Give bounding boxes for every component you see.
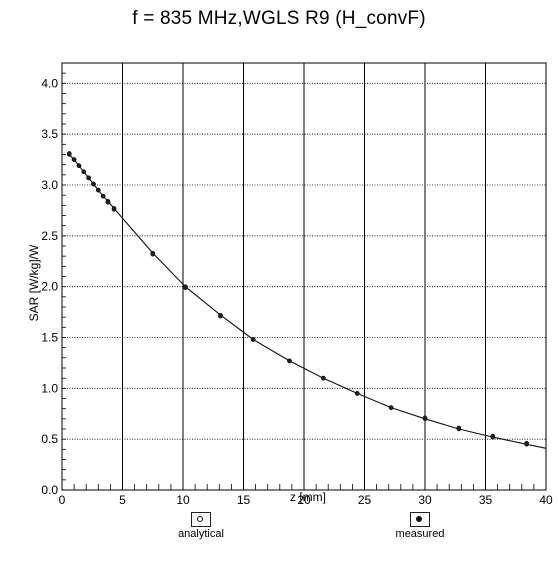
legend-analytical: analytical [168, 512, 234, 540]
minor-ticks [62, 72, 535, 490]
legend-measured-label: measured [395, 528, 445, 540]
y-axis-label: SAR [W/kg]/W [27, 244, 41, 321]
measured-point [91, 181, 96, 187]
measured-point [95, 187, 101, 193]
legend-analytical-swatch [191, 512, 211, 527]
measured-point [422, 415, 428, 421]
measured-point [287, 358, 292, 364]
plot-frame [61, 62, 547, 491]
filled-circle-icon [416, 515, 422, 522]
x-tick-label: 30 [418, 493, 432, 507]
y-tick-labels: 0.0 0.5 1.0 1.5 2.0 2.5 3.0 3.5 4.0 [41, 76, 58, 497]
chart-title: f = 835 MHz,WGLS R9 (H_convF) [132, 8, 426, 29]
y-tick-label: 2.5 [41, 229, 58, 243]
measured-point [250, 337, 256, 342]
y-tick-label: 0.0 [41, 483, 58, 497]
measured-point [183, 285, 188, 291]
measured-point [524, 440, 529, 446]
measured-point [71, 157, 77, 162]
grid [62, 63, 546, 490]
y-tick-label: 3.0 [41, 178, 58, 192]
x-tick-label: 20 [297, 493, 311, 507]
legend-measured-swatch [410, 512, 430, 527]
y-tick-label: 0.5 [41, 432, 58, 446]
x-tick-label: 40 [539, 493, 553, 507]
measured-point [86, 175, 91, 181]
y-tick-label: 4.0 [41, 76, 58, 90]
y-tick-label: 2.0 [41, 280, 58, 294]
x-tick-label: 10 [176, 493, 190, 507]
measured-point [354, 391, 360, 396]
analytical-line [68, 154, 547, 449]
measured-point [66, 151, 72, 156]
y-tick-label: 1.0 [41, 381, 58, 395]
y-tick-label: 3.5 [41, 127, 58, 141]
x-tick-label: 35 [479, 493, 493, 507]
x-tick-label: 25 [358, 493, 372, 507]
measured-point [81, 169, 87, 175]
measured-point [105, 199, 111, 205]
y-tick-label: 1.5 [41, 331, 58, 345]
legend-analytical-label: analytical [178, 528, 224, 540]
measured-point [76, 163, 82, 169]
x-tick-label: 0 [59, 493, 66, 507]
series [66, 151, 547, 449]
legend-measured: measured [387, 512, 453, 540]
open-circle-icon [197, 515, 203, 522]
measured-point [111, 207, 117, 212]
measured-point [218, 313, 223, 319]
x-tick-labels: 0 5 10 15 20 25 30 35 40 [59, 493, 553, 507]
measured-point [150, 251, 156, 257]
measured-point [388, 405, 394, 410]
measured-point [456, 425, 462, 431]
measured-point [100, 193, 106, 199]
x-axis-label: z [mm] [290, 490, 326, 504]
x-tick-label: 15 [237, 493, 251, 507]
measured-point [321, 375, 326, 381]
x-tick-label: 5 [119, 493, 126, 507]
measured-point [490, 433, 496, 439]
